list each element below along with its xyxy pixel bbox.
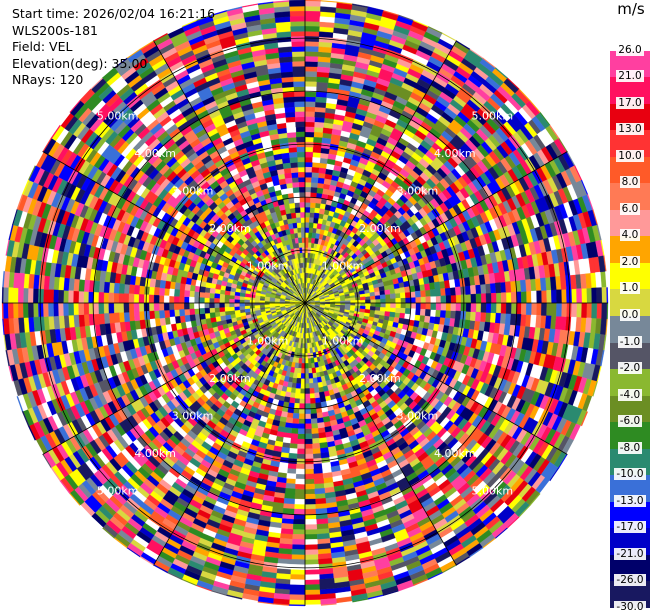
range-ring — [198, 196, 412, 410]
colorbar-segment — [610, 209, 650, 237]
colorbar-segment — [610, 422, 650, 450]
colorbar-segment — [610, 342, 650, 370]
range-ring-label: 3.00km — [172, 409, 214, 422]
azimuth-spoke — [304, 40, 457, 304]
colorbar-segment — [610, 103, 650, 131]
nrays-label: NRays: 120 — [12, 72, 84, 87]
colorbar-segment — [610, 77, 650, 105]
colorbar-segment — [610, 501, 650, 529]
elevation-label: Elevation(deg): 35.00 — [12, 55, 148, 71]
azimuth-spoke — [153, 302, 306, 566]
range-ring-label: 1.00km — [322, 335, 364, 348]
range-ring-label: 5.00km — [472, 484, 514, 497]
colorbar-segment — [610, 156, 650, 184]
range-ring-label: 2.00km — [359, 372, 401, 385]
colorbar-unit: m/s — [617, 0, 645, 18]
range-ring-label: 4.00km — [134, 447, 176, 460]
colorbar-segment — [610, 554, 650, 582]
colorbar-segment — [610, 183, 650, 211]
instrument-label: WLS200s-181 — [12, 22, 98, 38]
azimuth-spoke — [304, 302, 568, 455]
range-ring-label: 1.00km — [247, 335, 289, 348]
colorbar-segment — [610, 528, 650, 556]
range-ring-label: 3.00km — [172, 185, 214, 198]
range-ring-label: 1.00km — [247, 260, 289, 273]
colorbar-segment — [610, 236, 650, 264]
colorbar-segment — [610, 475, 650, 503]
azimuth-spoke — [304, 302, 457, 566]
colorbar-segment — [610, 369, 650, 397]
azimuth-spoke — [42, 302, 306, 455]
range-ring — [251, 249, 359, 357]
start-time-label: Start time: 2026/02/04 16:21:16 — [12, 6, 216, 21]
field-label: Field: VEL — [12, 39, 73, 54]
colorbar — [610, 24, 650, 609]
colorbar-segment — [610, 262, 650, 290]
range-ring-label: 3.00km — [397, 185, 439, 198]
range-rings — [39, 37, 571, 569]
range-ring-labels: 1.00km 1.00km 1.00km 1.00km 2.00km 2.00km 2.00… — [97, 110, 513, 498]
range-ring-label: 2.00km — [359, 222, 401, 235]
colorbar-segment — [610, 50, 650, 78]
colorbar-segment — [610, 130, 650, 158]
range-ring-label: 5.00km — [97, 110, 139, 123]
range-ring — [145, 143, 465, 463]
velocity-bin-group — [5, 3, 608, 600]
range-ring-label: 5.00km — [472, 110, 514, 123]
azimuth-spoke — [42, 151, 306, 304]
range-ring — [39, 37, 571, 569]
colorbar-segment — [610, 289, 650, 317]
colorbar-segment — [610, 316, 650, 344]
range-ring-label: 2.00km — [209, 372, 251, 385]
azimuth-spokes — [2, 0, 608, 606]
plot-info: Start time: 2026/02/04 16:21:16 WLS200s-… — [12, 6, 215, 89]
azimuth-spoke — [153, 40, 306, 304]
range-ring-label: 5.00km — [97, 484, 139, 497]
range-ring-label: 1.00km — [322, 260, 364, 273]
range-ring-label: 4.00km — [434, 147, 476, 160]
range-ring-label: 4.00km — [134, 147, 176, 160]
range-ring-label: 2.00km — [209, 222, 251, 235]
colorbar-segment — [610, 581, 650, 609]
range-ring-label: 3.00km — [397, 409, 439, 422]
colorbar-segment — [610, 395, 650, 423]
range-ring-label: 4.00km — [434, 447, 476, 460]
colorbar-segment — [610, 24, 650, 52]
colorbar-segment — [610, 448, 650, 476]
azimuth-spoke — [304, 151, 568, 304]
range-ring — [92, 90, 518, 516]
